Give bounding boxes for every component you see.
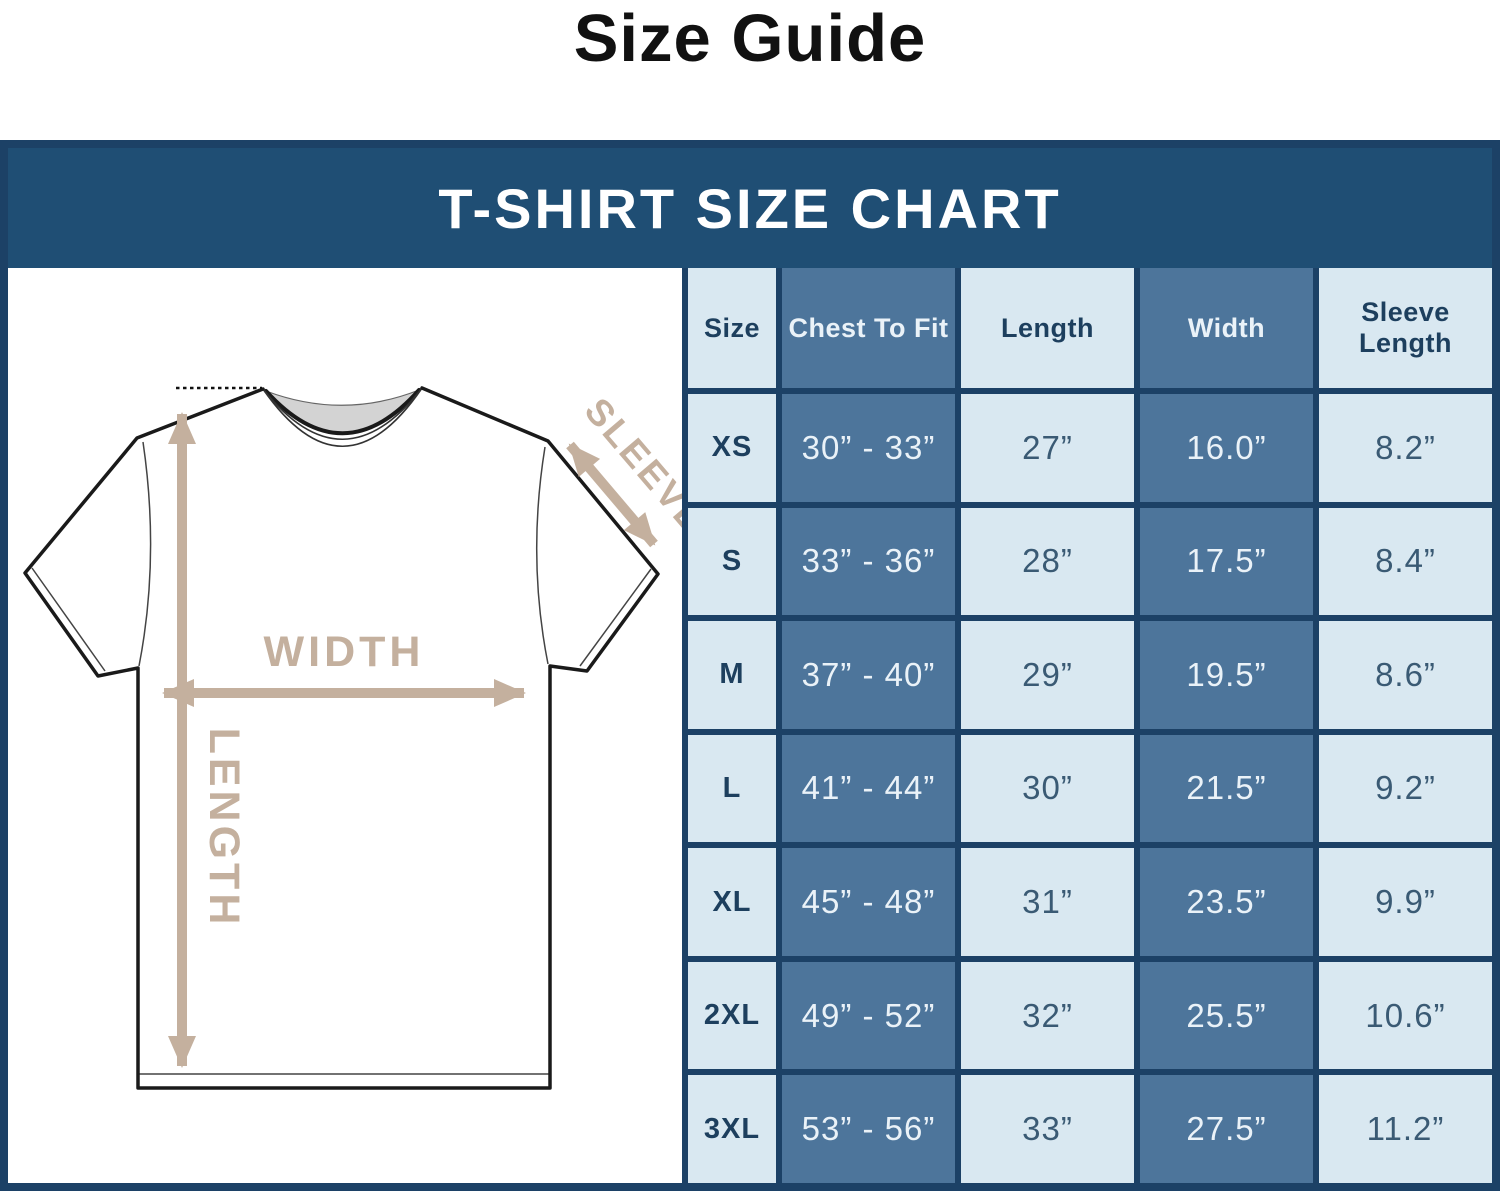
- width-cell: 25.5”: [1140, 961, 1313, 1070]
- size-cell: M: [688, 621, 776, 729]
- right-cuff-inner-line: [579, 568, 652, 667]
- header-cell-sleeve-length: Sleeve Length: [1319, 268, 1492, 388]
- size-cell: XS: [688, 394, 776, 502]
- right-sleeve-seam: [535, 446, 549, 665]
- length-cell: 33”: [961, 1075, 1134, 1183]
- chest-cell: 30” - 33”: [782, 394, 955, 502]
- header-cell-width: Width: [1140, 268, 1313, 388]
- width-cell: 19.5”: [1140, 621, 1313, 729]
- sleeve-arrow: [566, 441, 658, 548]
- size-chart-board: T-SHIRT SIZE CHART: [0, 140, 1500, 1191]
- sleeve-cell: 8.2”: [1319, 394, 1492, 502]
- sleeve-cell: 8.6”: [1319, 621, 1492, 729]
- length-cell: 30”: [961, 734, 1134, 843]
- size-cell: S: [688, 507, 776, 616]
- length-label: LENGTH: [200, 728, 248, 929]
- width-cell: 21.5”: [1140, 734, 1313, 843]
- header-cell-chest-to-fit: Chest To Fit: [782, 268, 955, 388]
- chest-cell: 41” - 44”: [782, 734, 955, 843]
- width-label: WIDTH: [264, 628, 425, 676]
- page-title: Size Guide: [573, 1, 927, 76]
- tshirt-illustration-panel: WIDTH LENGTH SLEEVE: [8, 268, 682, 1183]
- size-cell: L: [688, 734, 776, 843]
- tshirt-outline: [23, 386, 660, 1090]
- collar-back-line: [265, 389, 420, 406]
- chest-cell: 37” - 40”: [782, 621, 955, 729]
- size-cell: 2XL: [688, 961, 776, 1070]
- width-cell: 16.0”: [1140, 394, 1313, 502]
- length-cell: 27”: [961, 394, 1134, 502]
- length-cell: 29”: [961, 621, 1134, 729]
- title-area: Size Guide: [0, 0, 1500, 140]
- collar-band-line-1: [262, 387, 423, 440]
- tshirt-diagram: WIDTH LENGTH SLEEVE: [23, 386, 682, 1090]
- left-cuff-inner-line: [31, 567, 106, 672]
- length-cell: 32”: [961, 961, 1134, 1070]
- sleeve-cell: 9.9”: [1319, 848, 1492, 956]
- width-cell: 17.5”: [1140, 507, 1313, 616]
- header-cell-size: Size: [688, 268, 776, 388]
- header-cell-length: Length: [961, 268, 1134, 388]
- collar-neckline: [264, 388, 421, 436]
- sleeve-cell: 9.2”: [1319, 734, 1492, 843]
- sleeve-cell: 11.2”: [1319, 1075, 1492, 1183]
- length-cell: 31”: [961, 848, 1134, 956]
- collar-band-line-2: [262, 387, 423, 448]
- size-cell: XL: [688, 848, 776, 956]
- sleeve-cell: 10.6”: [1319, 961, 1492, 1070]
- left-sleeve-seam: [138, 441, 152, 667]
- chart-header-title: T-SHIRT SIZE CHART: [438, 176, 1062, 240]
- tshirt-body-fill: [25, 388, 658, 1088]
- chest-cell: 49” - 52”: [782, 961, 955, 1070]
- chest-cell: 53” - 56”: [782, 1075, 955, 1183]
- board-content: WIDTH LENGTH SLEEVE Size Chest To Fit Le…: [8, 268, 1492, 1183]
- length-cell: 28”: [961, 507, 1134, 616]
- chart-header-bar: T-SHIRT SIZE CHART: [8, 148, 1492, 268]
- size-table: Size Chest To Fit Length Width Sleeve Le…: [682, 268, 1492, 1183]
- size-cell: 3XL: [688, 1075, 776, 1183]
- width-cell: 27.5”: [1140, 1075, 1313, 1183]
- chest-cell: 33” - 36”: [782, 507, 955, 616]
- chest-cell: 45” - 48”: [782, 848, 955, 956]
- sleeve-cell: 8.4”: [1319, 507, 1492, 616]
- width-cell: 23.5”: [1140, 848, 1313, 956]
